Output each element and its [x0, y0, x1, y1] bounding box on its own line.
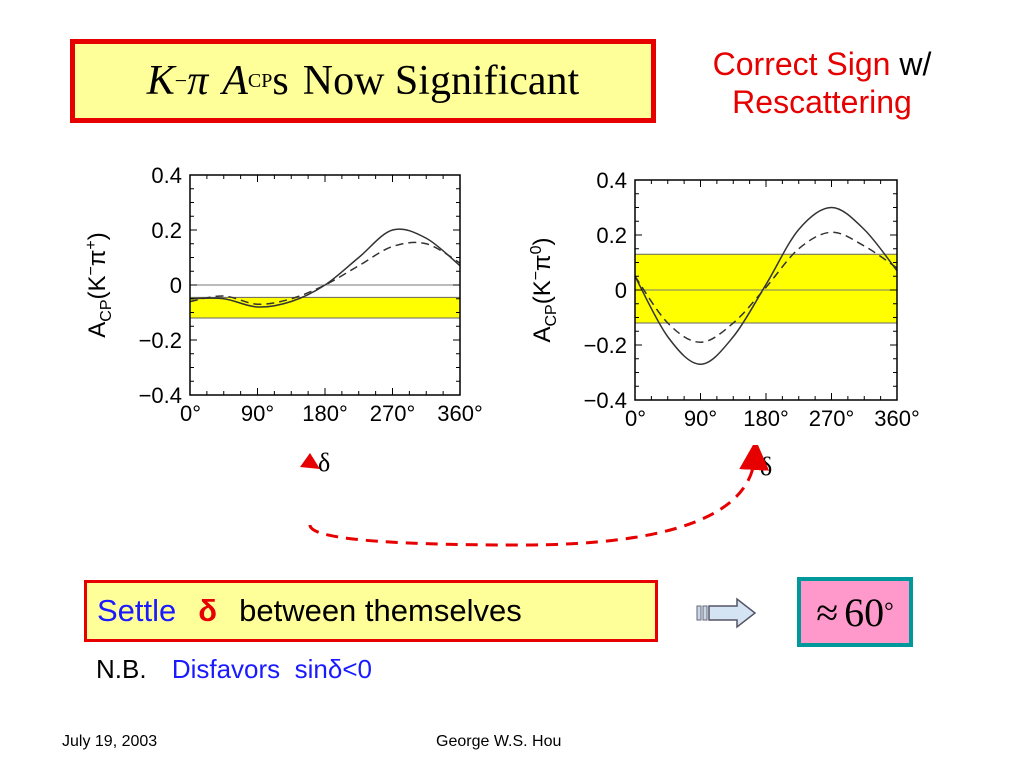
uncertainty-band	[634, 253, 898, 324]
x-tick-label: 0°	[180, 401, 201, 426]
result-box: ≈ 60 °	[797, 577, 913, 647]
y-tick-label: 0	[170, 273, 182, 298]
x-tick-label: 270°	[809, 406, 855, 431]
settle-delta: δ	[198, 593, 218, 628]
y-tick-label: −0.2	[584, 333, 627, 358]
y-tick-label: 0.4	[596, 168, 627, 193]
delta-label-left: δ	[318, 448, 331, 477]
y-tick-label: 0.2	[596, 223, 627, 248]
result-degree: °	[884, 598, 894, 625]
series-solid	[634, 206, 898, 366]
title-text: Now Significant	[302, 58, 580, 104]
footer-author: George W.S. Hou	[436, 733, 562, 750]
title-pi: π	[187, 58, 209, 104]
y-tick-label: 0	[615, 278, 627, 303]
x-tick-label: 360°	[437, 401, 483, 426]
nb-prefix: N.B.	[96, 654, 147, 684]
nb-text: Disfavors sinδ<0	[171, 654, 372, 684]
dashed-arc	[308, 445, 770, 547]
correct-sign-label: Correct Sign	[712, 46, 891, 82]
y-tick-label: −0.4	[584, 388, 627, 413]
rescattering-label: Rescattering	[732, 84, 912, 120]
y-tick-label: 0.4	[151, 163, 182, 188]
y-axis-label: ACP(K−π0)	[528, 237, 560, 342]
left-arrow-head	[300, 453, 320, 469]
approx-symbol: ≈	[816, 589, 839, 635]
right-arrow-icon	[696, 597, 757, 629]
title-a: A	[222, 58, 248, 104]
x-tick-label: 270°	[370, 401, 416, 426]
with-label: w/	[899, 46, 932, 82]
series-dashed	[189, 241, 461, 306]
x-tick-label: 90°	[684, 406, 717, 431]
y-tick-label: −0.4	[139, 383, 182, 408]
title-k-superscript: −	[174, 68, 188, 93]
y-axis-label: ACP(K−π+)	[83, 232, 115, 338]
series-solid	[189, 228, 461, 308]
x-tick-label: 0°	[625, 406, 646, 431]
correct-sign-note: Correct Sign w/ Rescattering	[672, 45, 972, 121]
nb-line: N.B. Disfavors sinδ<0	[96, 654, 372, 685]
title-s: s	[272, 58, 289, 104]
settle-word: Settle	[97, 593, 177, 628]
title-box: K − π A CP s Now Significant	[70, 39, 656, 123]
result-value: 60	[844, 589, 885, 635]
plot-kpi-plus: 0.4 0.2 0 −0.2 −0.40° 90° 180° 270° 360° ACP(K−π+…	[83, 163, 483, 426]
settle-box: Settle δ between themselves	[84, 580, 658, 642]
x-tick-label: 180°	[302, 401, 348, 426]
series-dashed	[634, 231, 898, 344]
settle-rest: between themselves	[239, 593, 522, 628]
y-tick-label: 0.2	[151, 218, 182, 243]
x-tick-label: 90°	[241, 401, 274, 426]
title-k: K	[146, 58, 175, 104]
plot-kpi-zero: 0.4 0.2 0 −0.2 −0.40° 90° 180° 270° 360° ACP(K−π0…	[528, 168, 920, 431]
x-tick-label: 360°	[874, 406, 920, 431]
y-tick-label: −0.2	[139, 328, 182, 353]
title-a-subscript: CP	[247, 69, 273, 92]
footer-date: July 19, 2003	[62, 733, 158, 750]
connecting-arrow	[300, 445, 770, 547]
x-tick-label: 180°	[743, 406, 789, 431]
